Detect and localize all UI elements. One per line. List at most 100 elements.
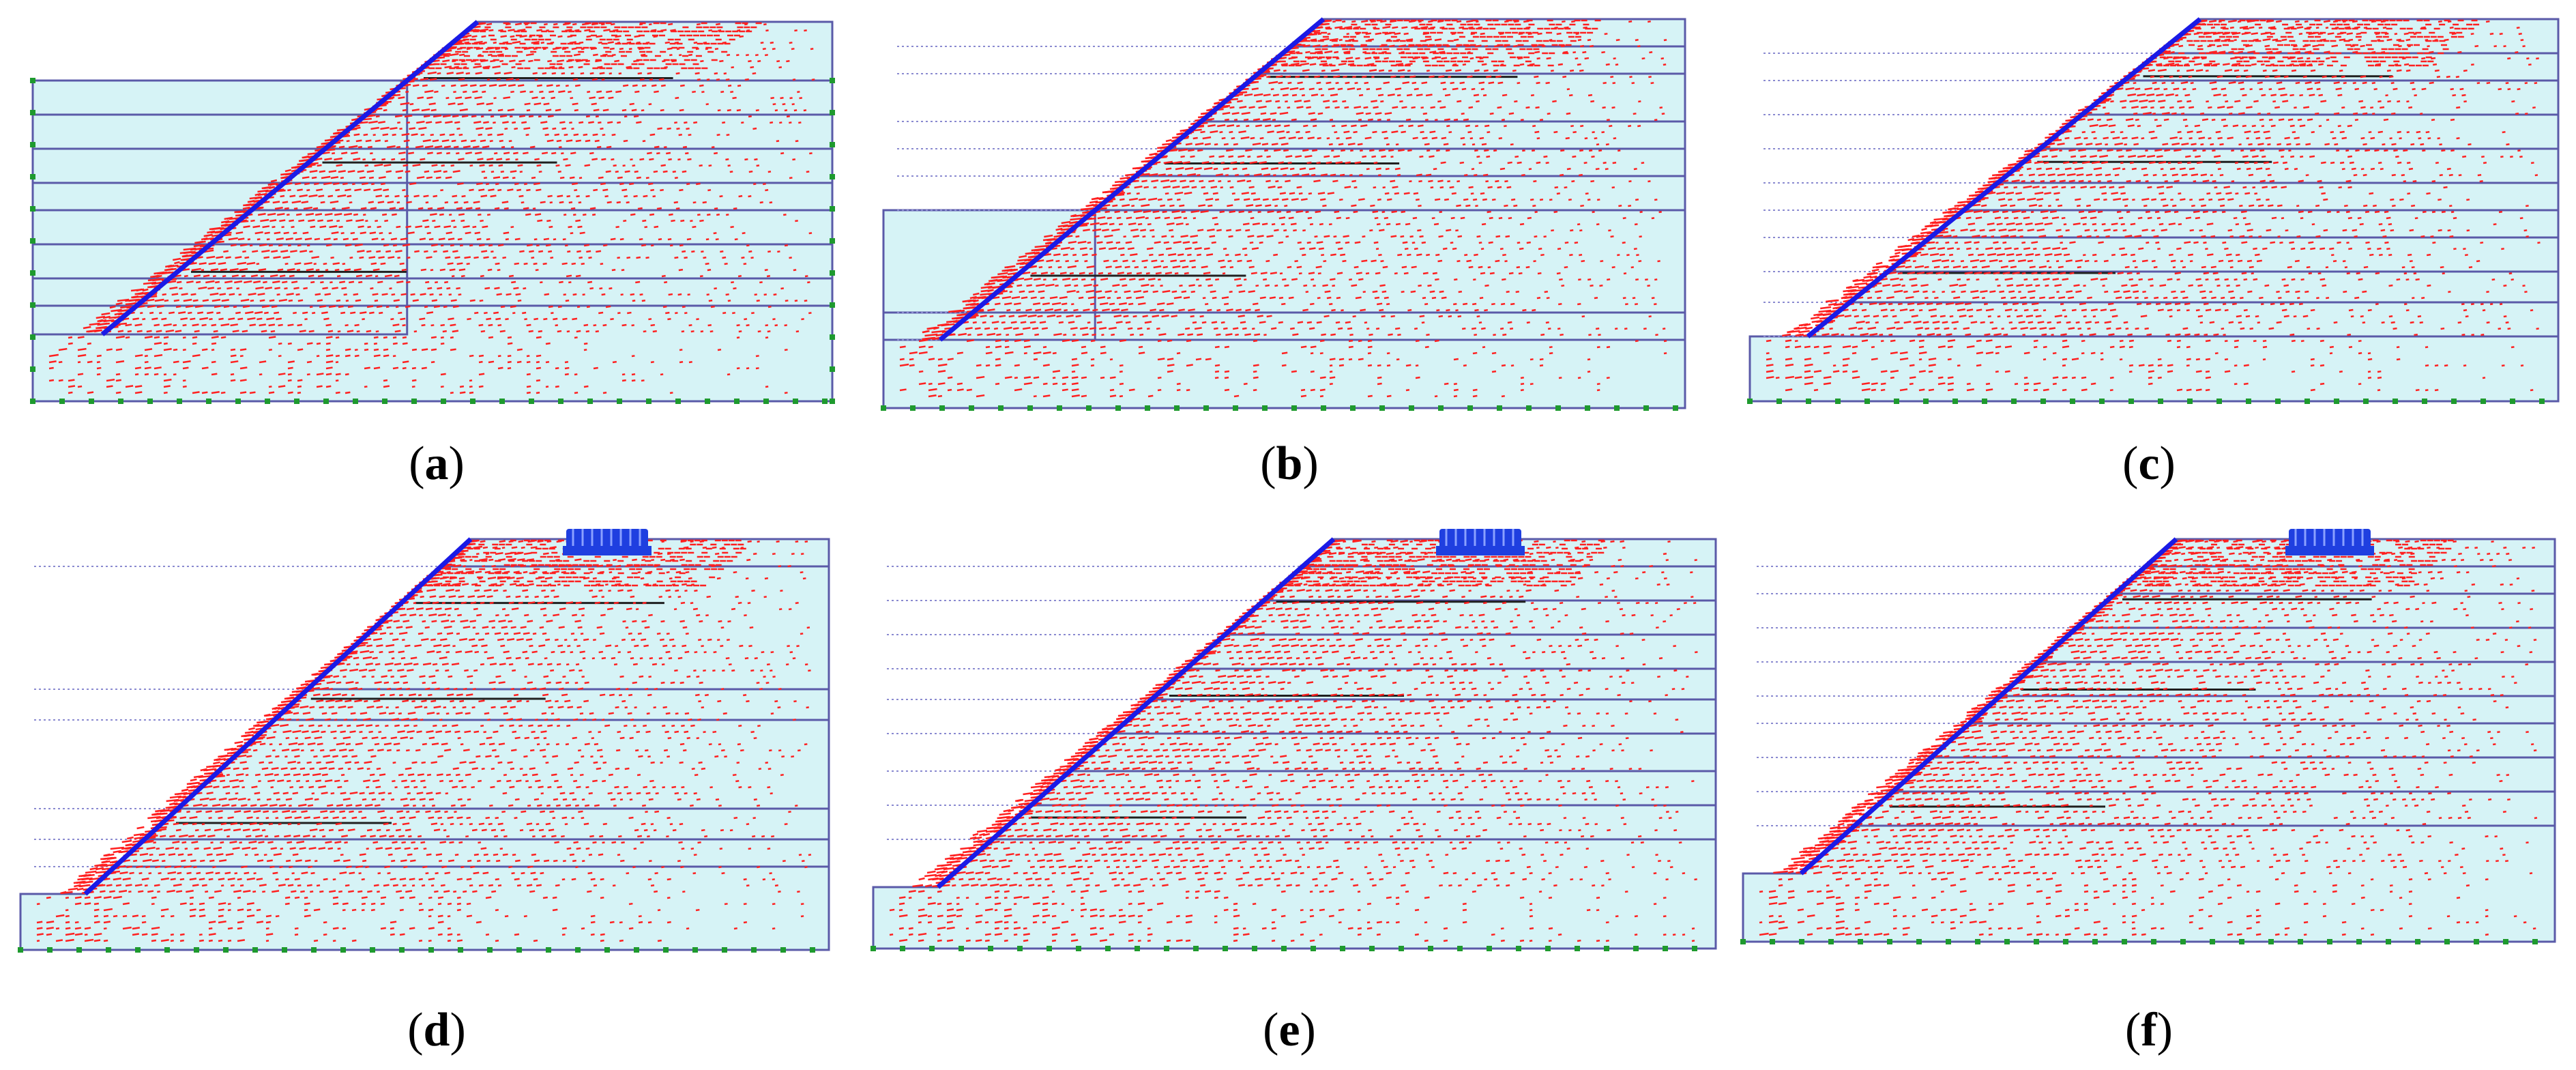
displacement-vector: [918, 338, 928, 343]
displacement-vector: [452, 194, 458, 198]
displacement-vector: [244, 280, 252, 284]
displacement-vector: [1381, 290, 1387, 293]
displacement-vector: [1128, 222, 1137, 226]
displacement-vector: [548, 90, 555, 93]
displacement-vector: [1403, 272, 1409, 275]
displacement-vector: [1209, 235, 1216, 238]
displacement-vector: [1377, 118, 1381, 121]
displacement-vector: [1454, 278, 1458, 281]
displacement-vector: [561, 262, 568, 265]
displacement-vector: [996, 333, 1001, 336]
displacement-vector: [1364, 136, 1372, 140]
displacement-vector: [1214, 364, 1220, 367]
displacement-vector: [1328, 143, 1333, 146]
displacement-vector: [1579, 149, 1584, 152]
displacement-vector: [557, 35, 563, 38]
displacement-vector: [1422, 272, 1429, 275]
displacement-vector: [368, 176, 375, 179]
displacement-vector: [586, 35, 591, 38]
displacement-vector: [1568, 199, 1572, 201]
displacement-vector: [482, 145, 490, 149]
displacement-vector: [970, 314, 979, 318]
node-marker: [59, 399, 65, 404]
displacement-vector: [1175, 167, 1184, 171]
displacement-vector: [1218, 180, 1222, 183]
displacement-vector: [1429, 290, 1435, 293]
displacement-vector: [658, 78, 664, 81]
displacement-vector: [1419, 235, 1424, 238]
displacement-vector: [1394, 272, 1398, 275]
displacement-vector: [1238, 130, 1246, 134]
displacement-vector: [1343, 75, 1347, 78]
displacement-vector: [1226, 229, 1232, 232]
displacement-vector: [386, 145, 396, 149]
displacement-vector: [1577, 223, 1581, 226]
displacement-vector: [268, 244, 274, 247]
displacement-vector: [1199, 179, 1204, 183]
displacement-vector: [508, 29, 515, 32]
displacement-vector: [239, 366, 248, 370]
displacement-vector: [618, 72, 622, 75]
displacement-vector: [1564, 241, 1569, 244]
displacement-vector: [400, 102, 410, 106]
displacement-vector: [440, 373, 446, 376]
displacement-vector: [1270, 167, 1279, 171]
displacement-vector: [265, 287, 273, 290]
node-marker: [1585, 405, 1590, 411]
displacement-vector: [1473, 278, 1476, 281]
displacement-vector: [692, 90, 697, 93]
displacement-vector: [1191, 265, 1197, 269]
displacement-vector: [381, 158, 386, 161]
displacement-vector: [330, 176, 339, 179]
displacement-vector: [384, 274, 392, 278]
node-marker: [30, 302, 35, 308]
displacement-vector: [718, 29, 722, 32]
displacement-vector: [239, 268, 248, 272]
displacement-vector: [480, 219, 484, 222]
displacement-vector: [724, 263, 728, 265]
displacement-vector: [543, 237, 550, 241]
displacement-vector: [1321, 333, 1326, 336]
displacement-vector: [259, 360, 267, 364]
displacement-vector: [134, 391, 143, 394]
displacement-vector: [1178, 148, 1188, 152]
displacement-vector: [1089, 200, 1098, 204]
displacement-vector: [1484, 284, 1489, 287]
displacement-vector: [1283, 70, 1287, 72]
displacement-vector: [639, 158, 645, 161]
displacement-vector: [542, 262, 547, 265]
displacement-vector: [598, 41, 602, 44]
displacement-vector: [965, 327, 973, 330]
displacement-vector: [257, 238, 261, 241]
displacement-vector: [411, 133, 418, 136]
displacement-vector: [770, 41, 774, 44]
displacement-vector: [220, 323, 230, 327]
displacement-vector: [1294, 100, 1302, 103]
displacement-vector: [178, 311, 186, 315]
displacement-vector: [230, 244, 237, 247]
displacement-vector: [87, 391, 94, 394]
displacement-vector: [1611, 186, 1615, 189]
displacement-vector: [1259, 321, 1266, 324]
displacement-vector: [1275, 100, 1280, 103]
displacement-vector: [1463, 364, 1467, 367]
displacement-vector: [1406, 93, 1413, 97]
displacement-vector: [617, 176, 623, 179]
displacement-vector: [1089, 248, 1093, 250]
displacement-vector: [1587, 93, 1593, 97]
displacement-vector: [506, 158, 510, 161]
displacement-vector: [1261, 222, 1268, 226]
displacement-vector: [1551, 229, 1555, 232]
displacement-vector: [1441, 136, 1447, 140]
displacement-vector: [1251, 247, 1259, 250]
displacement-vector: [1291, 93, 1298, 97]
node-marker: [294, 399, 299, 404]
displacement-vector: [750, 257, 754, 259]
displacement-vector: [1033, 376, 1040, 379]
displacement-vector: [555, 109, 561, 112]
displacement-vector: [1476, 20, 1479, 23]
displacement-vector: [182, 385, 187, 388]
displacement-vector: [515, 158, 518, 161]
node-marker: [617, 399, 622, 404]
displacement-vector: [429, 78, 437, 81]
